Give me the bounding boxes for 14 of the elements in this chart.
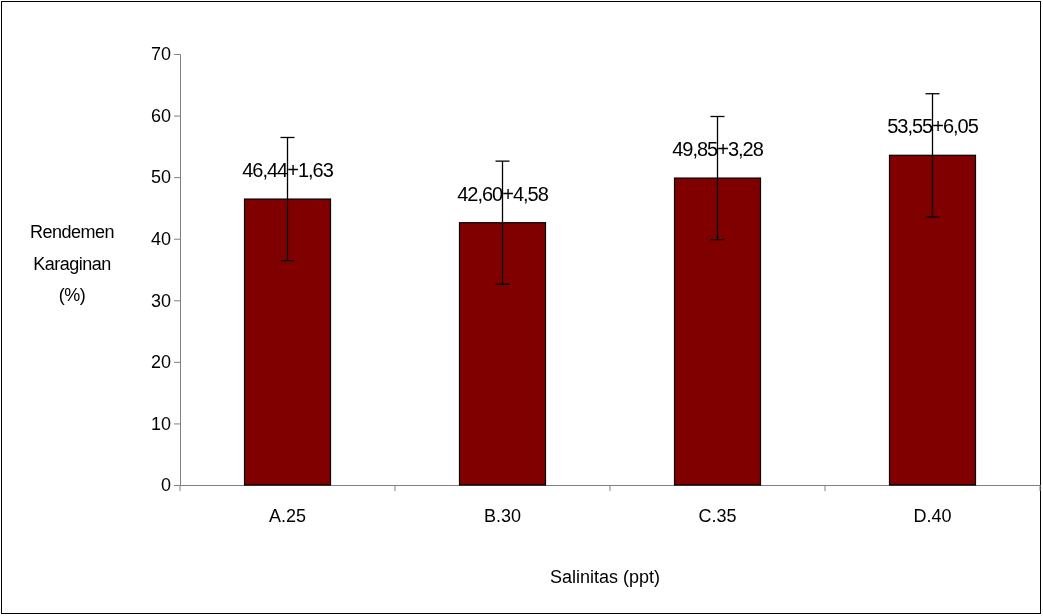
y-axis-title: Rendemen Karaginan (%) (29, 222, 115, 305)
y-tick-label: 70 (150, 44, 171, 65)
y-tick-label: 10 (150, 413, 171, 434)
y-tick-label: 60 (150, 105, 171, 126)
x-tick-label: A.25 (268, 506, 307, 527)
y-tick-label: 50 (150, 167, 171, 188)
x-tick-label: D.40 (913, 506, 952, 527)
y-tick-label: 40 (150, 228, 171, 249)
y-tick-label: 0 (160, 475, 171, 496)
x-tick-label: B.30 (483, 506, 522, 527)
y-tick-label: 20 (150, 352, 171, 373)
y-tick-label: 30 (150, 290, 171, 311)
x-axis-title: Salinitas (ppt) (549, 567, 661, 587)
x-tick-label: C.35 (698, 506, 737, 527)
